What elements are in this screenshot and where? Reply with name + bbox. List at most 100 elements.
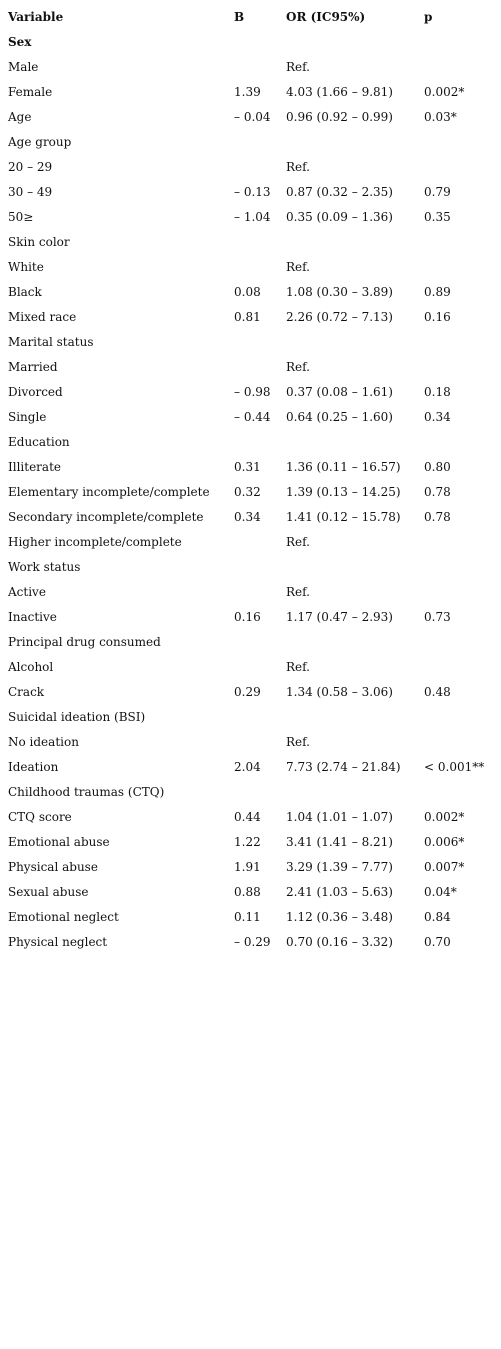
table-cell: Principal drug consumed [8,635,161,649]
table-cell: – 1.04 [234,210,271,224]
table-cell: – 0.04 [234,110,271,124]
table-cell: Ref. [286,585,310,599]
table-cell: Variable [8,10,64,24]
table-cell: 0.04* [424,885,457,899]
table-cell: 0.44 [234,810,261,824]
table-cell: 1.17 (0.47 – 2.93) [286,610,393,624]
table-cell: 0.007* [424,860,465,874]
table-cell: 0.31 [234,460,261,474]
table-cell: 0.03* [424,110,457,124]
table-cell: 1.08 (0.30 – 3.89) [286,285,393,299]
table-cell: No ideation [8,735,79,749]
table-cell: 0.34 [424,410,451,424]
table-cell: 1.41 (0.12 – 15.78) [286,510,401,524]
table-cell: Ref. [286,660,310,674]
table-cell: 1.34 (0.58 – 3.06) [286,685,393,699]
table-cell: 0.48 [424,685,451,699]
table-cell: Emotional abuse [8,835,110,849]
table-cell: 0.84 [424,910,451,924]
table-cell: Female [8,85,53,99]
table-cell: Ref. [286,360,310,374]
table-cell: Married [8,360,58,374]
table-cell: Physical abuse [8,860,98,874]
table-cell: Education [8,435,70,449]
table-cell: 0.37 (0.08 – 1.61) [286,385,393,399]
table-cell: Age group [8,135,72,149]
table-cell: Inactive [8,610,57,624]
table-cell: 7.73 (2.74 – 21.84) [286,760,401,774]
table-cell: 0.89 [424,285,451,299]
table-cell: Black [8,285,42,299]
table-cell: 0.96 (0.92 – 0.99) [286,110,393,124]
table-cell: – 0.29 [234,935,271,949]
table-cell: 1.12 (0.36 – 3.48) [286,910,393,924]
table-cell: 1.04 (1.01 – 1.07) [286,810,393,824]
table-cell: Sexual abuse [8,885,89,899]
table-cell: 2.41 (1.03 – 5.63) [286,885,393,899]
table-cell: 0.78 [424,510,451,524]
table-cell: Crack [8,685,45,699]
table-cell: Skin color [8,235,70,249]
table-cell: Divorced [8,385,63,399]
table-cell: Mixed race [8,310,77,324]
table-cell: Male [8,60,39,74]
table-cell: 2.26 (0.72 – 7.13) [286,310,393,324]
table-cell: 2.04 [234,760,261,774]
table-cell: 0.002* [424,85,465,99]
table-cell: Ideation [8,760,59,774]
table-cell: 0.08 [234,285,261,299]
table-cell: 0.29 [234,685,261,699]
table-cell: 50≥ [8,210,34,224]
table-cell: Age [8,110,32,124]
table-cell: Secondary incomplete/complete [8,510,204,524]
table-cell: Higher incomplete/complete [8,535,182,549]
table-cell: 3.41 (1.41 – 8.21) [286,835,393,849]
table-cell: 0.18 [424,385,451,399]
table-cell: 0.34 [234,510,261,524]
table-cell: 0.87 (0.32 – 2.35) [286,185,393,199]
table-cell: 0.73 [424,610,451,624]
table-cell: 0.70 [424,935,451,949]
table-cell: < 0.001** [424,760,485,774]
table-cell: 0.81 [234,310,261,324]
table-cell: Alcohol [8,660,54,674]
table-cell: 20 – 29 [8,160,53,174]
table-cell: Sex [8,35,32,49]
table-cell: Illiterate [8,460,61,474]
table-cell: 0.11 [234,910,261,924]
table-cell: Ref. [286,160,310,174]
table-cell: p [424,10,433,24]
table-cell: – 0.98 [234,385,271,399]
table-cell: 1.22 [234,835,261,849]
table-cell: 4.03 (1.66 – 9.81) [286,85,393,99]
table-cell: 0.35 (0.09 – 1.36) [286,210,393,224]
table-cell: 0.79 [424,185,451,199]
table-cell: Ref. [286,60,310,74]
table-cell: Ref. [286,260,310,274]
table-cell: OR (IC95%) [286,10,366,24]
table-cell: CTQ score [8,810,72,824]
table-cell: 0.88 [234,885,261,899]
table-cell: 0.78 [424,485,451,499]
table-cell: Physical neglect [8,935,108,949]
table-cell: Work status [8,560,81,574]
table-cell: Single [8,410,47,424]
table-cell: Marital status [8,335,94,349]
table-cell: 0.002* [424,810,465,824]
table-cell: 3.29 (1.39 – 7.77) [286,860,393,874]
table-cell: Suicidal ideation (BSI) [8,710,146,724]
table-cell: 0.006* [424,835,465,849]
table-cell: 0.70 (0.16 – 3.32) [286,935,393,949]
table-cell: 1.39 (0.13 – 14.25) [286,485,401,499]
table-cell: Active [8,585,46,599]
table-cell: 30 – 49 [8,185,53,199]
table-cell: Ref. [286,535,310,549]
table-cell: 1.39 [234,85,261,99]
table-cell: 0.80 [424,460,451,474]
table-cell: 1.36 (0.11 – 16.57) [286,460,401,474]
table-cell: 0.64 (0.25 – 1.60) [286,410,393,424]
table-cell: 0.16 [424,310,451,324]
table-cell: Elementary incomplete/complete [8,485,210,499]
table-cell: 0.32 [234,485,261,499]
